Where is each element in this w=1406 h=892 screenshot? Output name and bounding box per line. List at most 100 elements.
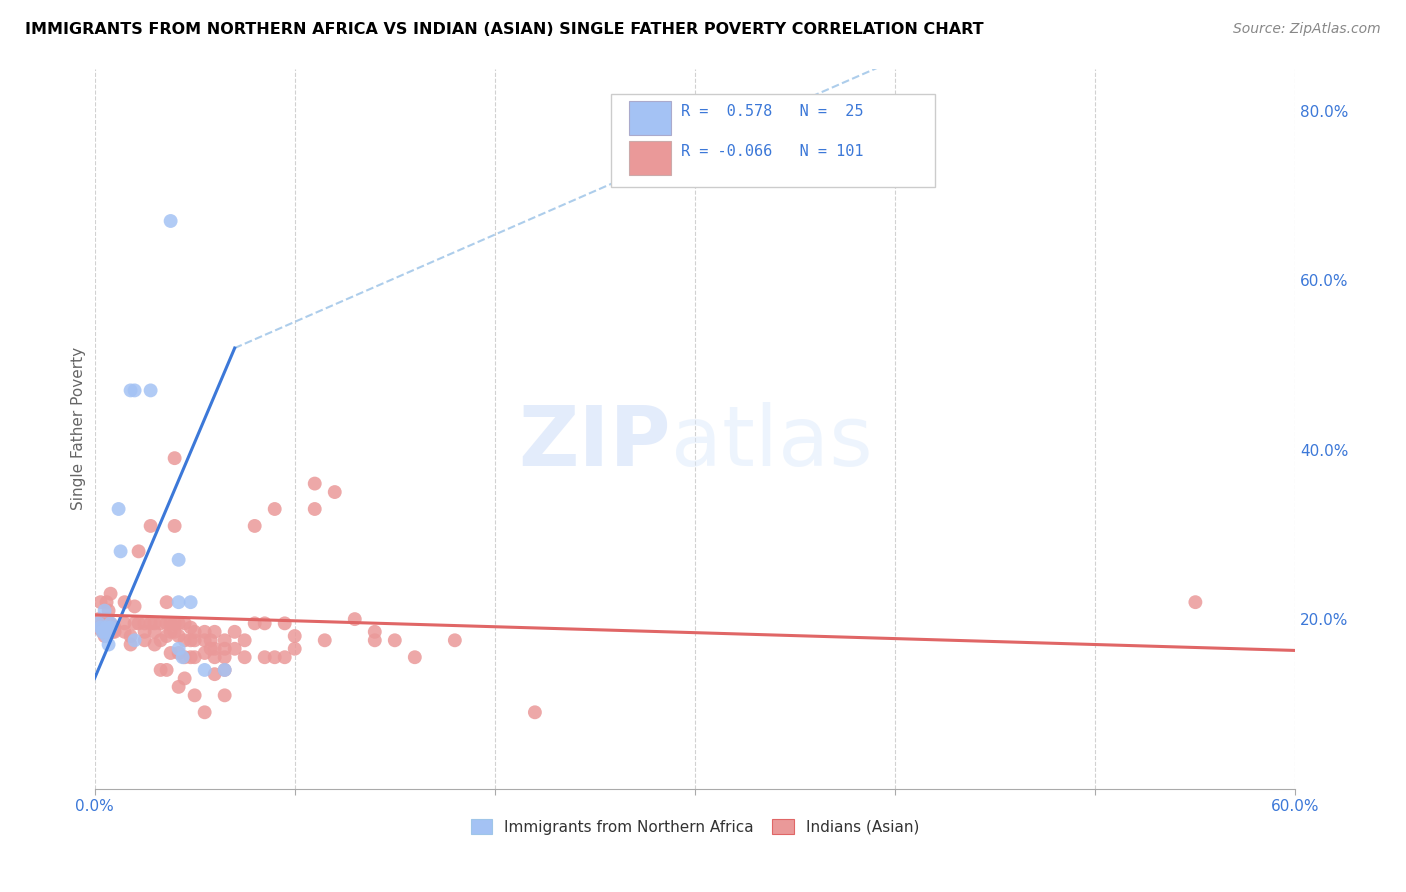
Point bbox=[194, 633, 217, 648]
Point bbox=[200, 633, 222, 648]
Point bbox=[134, 633, 156, 648]
Point bbox=[159, 214, 181, 228]
Point bbox=[172, 650, 194, 665]
Point bbox=[167, 595, 190, 609]
Point bbox=[124, 384, 146, 398]
Point bbox=[343, 612, 366, 626]
Point bbox=[156, 616, 179, 631]
Point bbox=[90, 595, 112, 609]
Text: ZIP: ZIP bbox=[519, 402, 671, 483]
Text: R =  0.578   N =  25: R = 0.578 N = 25 bbox=[681, 104, 863, 120]
Point bbox=[97, 616, 120, 631]
Point bbox=[139, 616, 162, 631]
Point bbox=[253, 650, 276, 665]
Point bbox=[167, 553, 190, 567]
Point bbox=[523, 706, 546, 720]
Point bbox=[173, 616, 195, 631]
Point bbox=[103, 624, 125, 639]
Point bbox=[93, 621, 115, 635]
Point bbox=[86, 621, 108, 635]
Point bbox=[173, 633, 195, 648]
Point bbox=[173, 672, 195, 686]
Point bbox=[91, 616, 114, 631]
Point bbox=[93, 624, 115, 639]
Point bbox=[124, 599, 146, 614]
FancyBboxPatch shape bbox=[612, 94, 935, 187]
Point bbox=[159, 624, 181, 639]
Y-axis label: Single Father Poverty: Single Father Poverty bbox=[72, 347, 86, 510]
Point bbox=[183, 633, 205, 648]
Point bbox=[100, 616, 122, 631]
Point bbox=[114, 616, 136, 631]
Point bbox=[103, 621, 125, 635]
Point bbox=[143, 616, 166, 631]
Point bbox=[304, 502, 326, 516]
Point bbox=[233, 633, 256, 648]
Point bbox=[97, 604, 120, 618]
Point bbox=[139, 519, 162, 533]
Point bbox=[253, 616, 276, 631]
Point bbox=[204, 624, 226, 639]
Point bbox=[97, 624, 120, 639]
Point bbox=[100, 587, 122, 601]
Point bbox=[156, 629, 179, 643]
Point bbox=[159, 616, 181, 631]
Point bbox=[214, 650, 236, 665]
Point bbox=[120, 638, 142, 652]
Point bbox=[101, 624, 124, 639]
Point bbox=[224, 624, 246, 639]
Point bbox=[1184, 595, 1206, 609]
Text: IMMIGRANTS FROM NORTHERN AFRICA VS INDIAN (ASIAN) SINGLE FATHER POVERTY CORRELAT: IMMIGRANTS FROM NORTHERN AFRICA VS INDIA… bbox=[25, 22, 984, 37]
Text: atlas: atlas bbox=[671, 402, 873, 483]
Point bbox=[163, 624, 186, 639]
Point bbox=[159, 646, 181, 660]
Point bbox=[134, 616, 156, 631]
Point bbox=[114, 624, 136, 639]
Point bbox=[93, 604, 115, 618]
Point bbox=[194, 624, 217, 639]
Point bbox=[156, 595, 179, 609]
Point bbox=[156, 663, 179, 677]
Point bbox=[143, 638, 166, 652]
Point bbox=[364, 633, 387, 648]
Point bbox=[163, 616, 186, 631]
Point bbox=[120, 384, 142, 398]
Point bbox=[194, 646, 217, 660]
Point bbox=[110, 544, 132, 558]
Point bbox=[139, 384, 162, 398]
Point bbox=[263, 650, 285, 665]
Point bbox=[107, 502, 129, 516]
Point bbox=[183, 689, 205, 703]
Point bbox=[167, 680, 190, 694]
Text: Source: ZipAtlas.com: Source: ZipAtlas.com bbox=[1233, 22, 1381, 37]
Point bbox=[167, 629, 190, 643]
Point bbox=[180, 621, 202, 635]
Point bbox=[183, 650, 205, 665]
Point bbox=[204, 641, 226, 656]
Point bbox=[323, 485, 346, 500]
Point bbox=[149, 616, 172, 631]
Point bbox=[214, 689, 236, 703]
Point bbox=[97, 638, 120, 652]
Point bbox=[304, 476, 326, 491]
Point bbox=[100, 616, 122, 631]
Point bbox=[180, 650, 202, 665]
Point bbox=[96, 621, 118, 635]
Point bbox=[128, 544, 150, 558]
Legend: Immigrants from Northern Africa, Indians (Asian): Immigrants from Northern Africa, Indians… bbox=[471, 820, 920, 835]
Point bbox=[243, 519, 266, 533]
Point bbox=[167, 616, 190, 631]
Point bbox=[167, 641, 190, 656]
Point bbox=[114, 595, 136, 609]
Point bbox=[243, 616, 266, 631]
Point bbox=[91, 624, 114, 639]
Point bbox=[120, 629, 142, 643]
Point bbox=[163, 451, 186, 466]
Point bbox=[96, 612, 118, 626]
Point bbox=[173, 650, 195, 665]
Point bbox=[263, 502, 285, 516]
Point bbox=[443, 633, 465, 648]
Point bbox=[384, 633, 406, 648]
Point bbox=[143, 624, 166, 639]
Point bbox=[167, 646, 190, 660]
